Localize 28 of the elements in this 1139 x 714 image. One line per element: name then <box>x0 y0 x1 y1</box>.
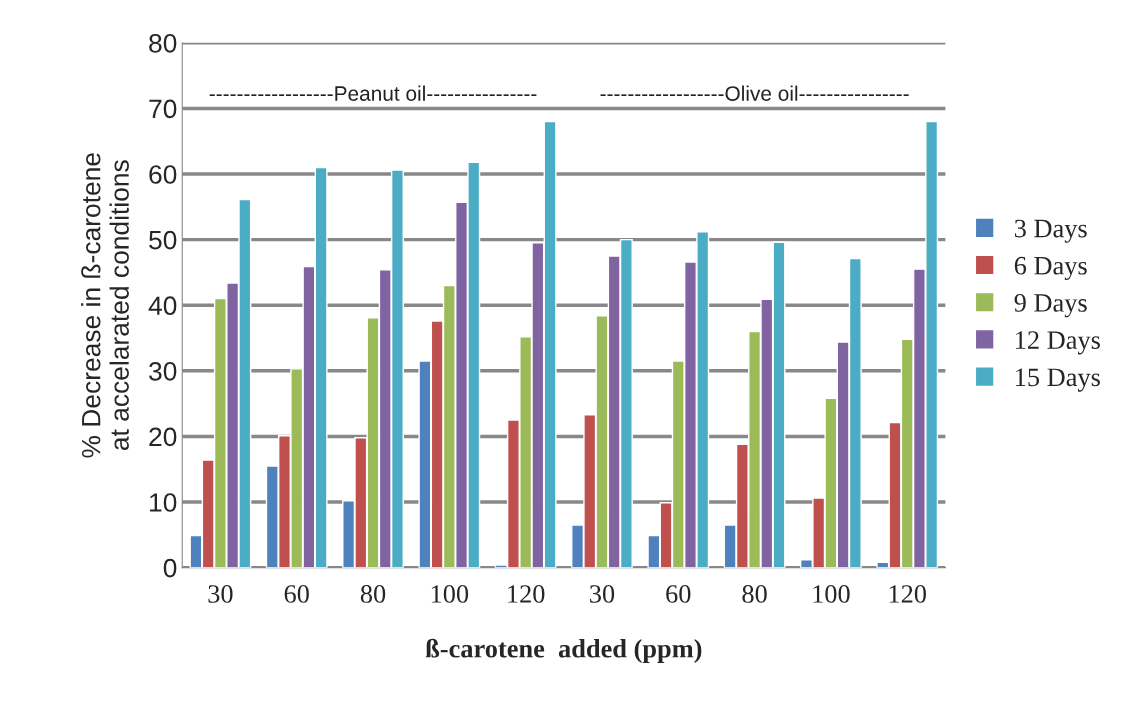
annotation: ------------------Olive oil---------------- <box>600 85 909 101</box>
y-tick-label: 10 <box>150 493 177 512</box>
legend-label: 6 Days <box>1014 256 1087 281</box>
x-tick-label: 80 <box>742 585 767 603</box>
y-tick-label: 60 <box>149 165 177 184</box>
y-axis-title: % Decrease in ß-carotene at accelarated conditions <box>81 153 129 458</box>
x-tick-label: 30 <box>208 585 233 603</box>
x-tick-label: 60 <box>666 585 691 603</box>
y-tick-label: 40 <box>148 296 177 316</box>
legend-label: 12 Days <box>1016 331 1100 355</box>
legend-label: 15 Days <box>1016 368 1100 392</box>
x-tick-label: 30 <box>590 585 615 603</box>
x-tick-label: 60 <box>284 585 309 603</box>
y-tick-label: 50 <box>149 230 177 250</box>
x-tick-label: 80 <box>360 585 386 603</box>
x-axis-title: ß-carotene added (ppm) <box>425 638 702 663</box>
y-tick-label: 30 <box>149 361 177 381</box>
x-tick-label: 100 <box>431 585 469 603</box>
y-tick-label: 80 <box>149 33 177 53</box>
legend-label: 9 Days <box>1014 294 1087 318</box>
annotation: ------------------Peanut oil---------------- <box>209 85 537 101</box>
x-tick-label: 120 <box>508 585 545 603</box>
x-tick-label: 100 <box>813 585 850 603</box>
y-tick-label: 70 <box>149 99 177 119</box>
y-tick-label: 20 <box>149 427 177 447</box>
x-tick-label: 120 <box>889 585 926 603</box>
legend-label: 3 Days <box>1014 219 1087 243</box>
y-tick-label: 0 <box>163 558 177 578</box>
